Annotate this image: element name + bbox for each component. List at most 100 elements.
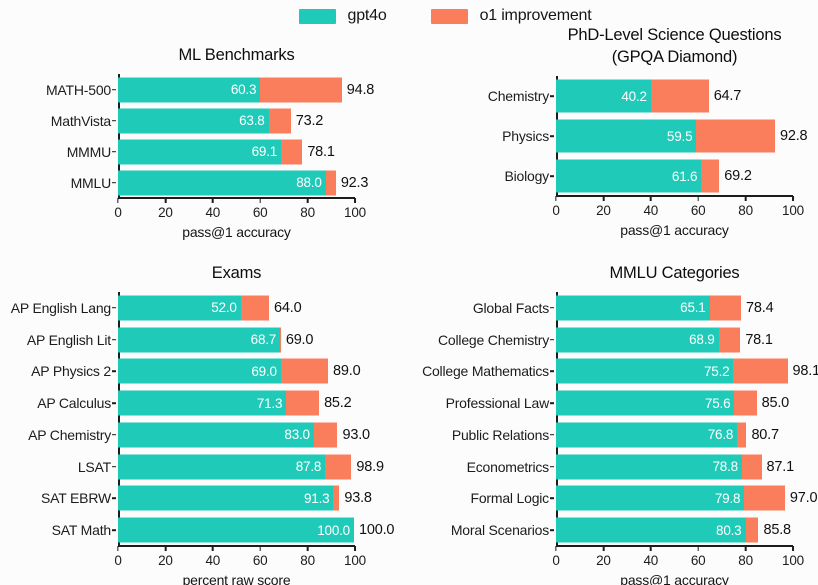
bar-row: Professional Law 75.6 85.0 xyxy=(409,387,818,419)
gpt4o-value-label: 83.0 xyxy=(284,427,310,443)
x-axis-spine xyxy=(556,545,793,547)
x-tick: 20 xyxy=(158,198,173,220)
x-axis-label: pass@1 accuracy xyxy=(620,222,729,238)
bar-area: 40.2 64.7 xyxy=(556,76,792,116)
gpt4o-value-label: 75.6 xyxy=(704,395,731,411)
bar-row: College Chemistry 68.9 78.1 xyxy=(409,324,818,356)
gpt4o-value-label: 78.8 xyxy=(712,459,738,475)
gpt4o-bar: 59.5 xyxy=(556,119,697,153)
x-tick-label: 80 xyxy=(300,553,315,568)
bar-row: AP English Lang 52.0 64.0 xyxy=(10,292,410,324)
x-tick-mark-icon xyxy=(555,546,557,551)
x-tick: 0 xyxy=(114,198,122,220)
x-tick-mark-icon xyxy=(164,198,167,203)
bar-row: Biology 61.6 69.2 xyxy=(409,156,818,196)
o1-improvement-bar xyxy=(286,390,320,416)
bar-row: MathVista 63.8 73.2 xyxy=(10,105,410,136)
gpt4o-bar: 78.8 xyxy=(556,454,742,480)
o1-value-label: 69.0 xyxy=(285,331,314,348)
y-tick-icon xyxy=(111,451,118,483)
bar-row: AP Calculus 71.3 85.2 xyxy=(10,387,410,419)
o1-improvement-bar xyxy=(280,358,329,384)
chart-exams: Exams AP English Lang 52.0 64.0 AP English … xyxy=(10,262,410,585)
chart-phd-science-gpqa: PhD-Level Science Questions (GPQA Diamon… xyxy=(409,24,818,238)
gpt4o-value-label: 65.1 xyxy=(680,300,706,316)
plot-area: AP English Lang 52.0 64.0 AP English Lit 68.… xyxy=(10,292,410,547)
category-label: AP Chemistry xyxy=(28,426,111,443)
gpt4o-bar: 79.8 xyxy=(556,485,745,511)
bar-area: 75.6 85.0 xyxy=(556,387,792,419)
o1-value-label: 93.8 xyxy=(344,490,372,507)
gpt4o-value-label: 69.1 xyxy=(251,144,278,159)
gpt4o-value-label: 76.8 xyxy=(707,427,734,443)
gpt4o-bar: 40.2 xyxy=(556,79,651,113)
chart-ml-benchmarks: ML Benchmarks MATH-500 60.3 94.8 MathVista 6… xyxy=(10,44,410,240)
o1-improvement-bar xyxy=(325,454,352,480)
x-tick-label: 20 xyxy=(596,203,611,218)
o1-value-label: 64.0 xyxy=(274,299,302,316)
o1-improvement-bar xyxy=(744,485,785,511)
gpt4o-swatch-icon xyxy=(298,8,336,24)
x-tick-mark-icon xyxy=(354,198,356,203)
x-tick-label: 100 xyxy=(344,205,366,220)
x-axis-label: pass@1 accuracy xyxy=(620,572,729,585)
gpt4o-bar: 52.0 xyxy=(118,295,241,321)
x-tick-mark-icon xyxy=(212,198,214,203)
o1-value-label: 92.3 xyxy=(340,174,369,191)
gpt4o-bar: 88.0 xyxy=(118,170,326,195)
o1-value-label: 92.8 xyxy=(780,128,808,144)
gpt4o-value-label: 68.7 xyxy=(250,332,277,348)
bar-area: 79.8 97.0 xyxy=(556,483,818,515)
category-label: Chemistry xyxy=(487,88,549,104)
x-tick-mark-icon xyxy=(555,196,557,201)
x-tick: 40 xyxy=(205,546,220,568)
x-tick: 80 xyxy=(300,198,315,220)
x-tick-label: 20 xyxy=(596,553,611,568)
x-tick: 80 xyxy=(738,196,753,218)
legend-label-gpt4o: gpt4o xyxy=(347,7,387,24)
x-tick: 40 xyxy=(205,198,220,220)
chart-title: MMLU Categories xyxy=(609,264,740,282)
x-tick-label: 60 xyxy=(690,553,706,568)
x-tick-label: 60 xyxy=(252,205,268,220)
y-axis-spine xyxy=(556,292,558,547)
category-label: Global Facts xyxy=(472,299,549,316)
y-tick-icon xyxy=(549,419,556,451)
x-tick: 40 xyxy=(643,196,658,218)
gpt4o-value-label: 59.5 xyxy=(666,128,693,144)
x-tick-label: 0 xyxy=(114,553,122,568)
x-tick-mark-icon xyxy=(259,546,261,551)
bar-area: 88.0 92.3 xyxy=(118,167,368,198)
gpt4o-value-label: 63.8 xyxy=(239,113,265,128)
x-tick: 60 xyxy=(691,196,706,218)
o1-value-label: 89.0 xyxy=(333,363,361,380)
bar-area: 80.3 85.8 xyxy=(556,514,792,546)
bar-row: College Mathematics 75.2 98.1 xyxy=(409,356,818,388)
o1-improvement-bar xyxy=(333,485,340,511)
gpt4o-value-label: 60.3 xyxy=(230,82,257,97)
x-axis-ticks: 0 20 40 60 80 100 xyxy=(552,196,804,222)
x-tick: 20 xyxy=(596,546,611,568)
gpt4o-bar: 80.3 xyxy=(556,517,746,543)
x-tick-mark-icon xyxy=(602,546,605,551)
gpt4o-value-label: 52.0 xyxy=(211,300,237,316)
bar-area: 65.1 78.4 xyxy=(556,292,792,324)
x-tick: 0 xyxy=(114,546,122,568)
chart-title: Exams xyxy=(211,264,262,282)
gpt4o-value-label: 87.8 xyxy=(295,459,322,475)
gpt4o-bar: 75.2 xyxy=(556,358,734,384)
o1-value-label: 98.9 xyxy=(356,458,384,475)
x-tick-label: 20 xyxy=(158,553,173,568)
bar-row: AP Physics 2 69.0 89.0 xyxy=(10,356,410,388)
category-label: College Mathematics xyxy=(422,363,549,380)
x-tick-mark-icon xyxy=(117,198,119,203)
bar-area: 63.8 73.2 xyxy=(118,105,354,136)
x-tick-mark-icon xyxy=(792,546,794,551)
bar-row: SAT EBRW 91.3 93.8 xyxy=(10,483,410,515)
o1-value-label: 85.0 xyxy=(761,395,790,412)
x-tick: 100 xyxy=(782,196,804,218)
o1-value-label: 69.2 xyxy=(724,168,752,184)
category-label: Econometrics xyxy=(466,458,550,475)
gpt4o-value-label: 75.2 xyxy=(703,363,730,379)
bar-row: Moral Scenarios 80.3 85.8 xyxy=(409,514,818,546)
